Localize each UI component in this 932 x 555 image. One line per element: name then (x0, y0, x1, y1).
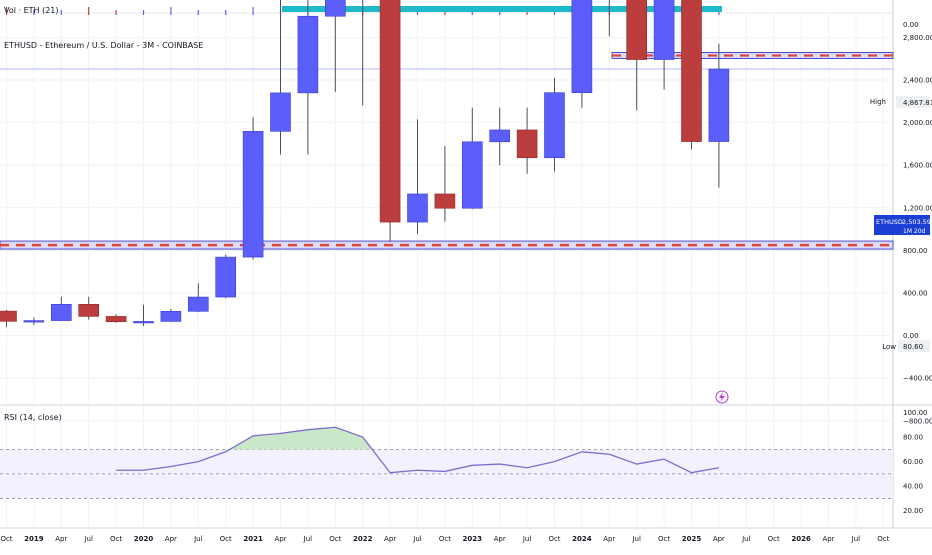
time-tick-label: Oct (439, 535, 451, 543)
time-tick-label: Apr (165, 535, 177, 543)
rsi-tick-label: 20.00 (903, 507, 923, 515)
price-tick-label: 0.00 (903, 332, 919, 340)
candle-down (681, 0, 702, 142)
time-tick-label: Oct (658, 535, 670, 543)
last-price-countdown: 1M 20d (903, 228, 926, 235)
time-tick-label: 2021 (243, 535, 263, 543)
candle-down (626, 0, 648, 60)
time-tick-label: Oct (548, 535, 560, 543)
chart-title: ETHUSD - Ethereum / U.S. Dollar - 3M - C… (4, 41, 203, 50)
support-zone (0, 240, 894, 250)
time-tick-label: Apr (822, 535, 834, 543)
time-tick-label: Jul (741, 535, 751, 543)
time-tick-label: Jul (851, 535, 861, 543)
time-tick-label: Apr (494, 535, 506, 543)
time-tick-label: Jul (631, 535, 641, 543)
candle-up (160, 311, 182, 322)
time-tick-label: 2024 (572, 535, 592, 543)
rsi-line (116, 426, 720, 474)
time-tick-label: Oct (220, 535, 232, 543)
last-price-value: 2,503.59 (902, 218, 931, 226)
lightning-icon[interactable] (715, 390, 729, 404)
time-tick-label: 2025 (682, 535, 702, 543)
time-tick-label: Apr (603, 535, 615, 543)
rsi-tick-label: 100.00 (903, 409, 928, 417)
candle-up (407, 193, 428, 223)
candle-up (23, 320, 45, 323)
price-tick-label: 2,400.00 (903, 77, 932, 85)
candle-up (708, 68, 730, 142)
candle-up (489, 129, 511, 143)
candle-up (50, 303, 72, 321)
rsi-label: RSI (14, close) (4, 413, 62, 422)
low-label: Low (882, 343, 896, 351)
time-tick-label: Jul (412, 535, 422, 543)
time-tick-label: Oct (877, 535, 889, 543)
time-tick-label: Apr (274, 535, 286, 543)
rsi-tick-label: 60.00 (903, 458, 923, 466)
time-tick-label: 2026 (791, 535, 811, 543)
candle-up (324, 0, 346, 17)
candle-up (653, 0, 675, 60)
high-value: 4,867.81 (903, 99, 932, 107)
high-value-box (896, 96, 930, 108)
low-value-box (898, 340, 930, 352)
candle-up (133, 321, 154, 324)
price-tick-label: −400.00 (903, 375, 932, 383)
candle-down (379, 0, 401, 223)
time-tick-label: Oct (0, 535, 12, 543)
time-tick-label: Jul (193, 535, 203, 543)
price-tick-label: 1,200.00 (903, 204, 932, 212)
candle-up (297, 15, 319, 94)
time-tick-label: Jul (522, 535, 532, 543)
time-tick-label: Oct (110, 535, 122, 543)
time-tick-label: Oct (768, 535, 780, 543)
time-tick-label: Apr (713, 535, 725, 543)
candle-up (461, 141, 483, 209)
candle-down (434, 193, 456, 209)
price-tick-label: 400.00 (903, 290, 928, 298)
price-tick-label: 2,800.00 (903, 34, 932, 42)
volume-axis-zero: 0.00 (903, 21, 919, 29)
rsi-tick-label: 40.00 (903, 483, 923, 491)
candle-up (215, 256, 236, 298)
candle-up (188, 296, 209, 312)
rsi-tick-label: 80.00 (903, 434, 923, 442)
candle-up (571, 0, 593, 93)
candle-down (0, 310, 17, 322)
candle-up (270, 92, 291, 132)
time-tick-label: 2019 (24, 535, 44, 543)
candle-up (242, 131, 264, 258)
volume-label: Vol · ETH (21) (4, 6, 59, 15)
price-tick-label: 1,600.00 (903, 162, 932, 170)
time-tick-label: Jul (83, 535, 93, 543)
time-tick-label: Oct (329, 535, 341, 543)
time-tick-label: Apr (55, 535, 67, 543)
time-tick-label: 2022 (353, 535, 373, 543)
low-value: 80.60 (903, 343, 923, 351)
volume-average-band (282, 6, 722, 12)
time-tick-label: 2023 (463, 535, 483, 543)
price-tick-label: −800.00 (903, 417, 932, 425)
time-tick-label: 2020 (134, 535, 154, 543)
last-price-symbol: ETHUSD (876, 218, 903, 226)
rsi-pane (0, 426, 893, 499)
rsi-overbought-fill (229, 427, 373, 450)
candle-down (516, 129, 538, 159)
candle-down (78, 303, 99, 317)
last-price-tag (874, 215, 930, 235)
price-tick-label: 2,000.00 (903, 119, 932, 127)
candle-down (105, 316, 127, 323)
candle-up (544, 92, 565, 159)
time-tick-label: Apr (384, 535, 396, 543)
time-tick-label: Jul (303, 535, 313, 543)
price-tick-label: 800.00 (903, 247, 928, 255)
high-label: High (870, 98, 886, 106)
